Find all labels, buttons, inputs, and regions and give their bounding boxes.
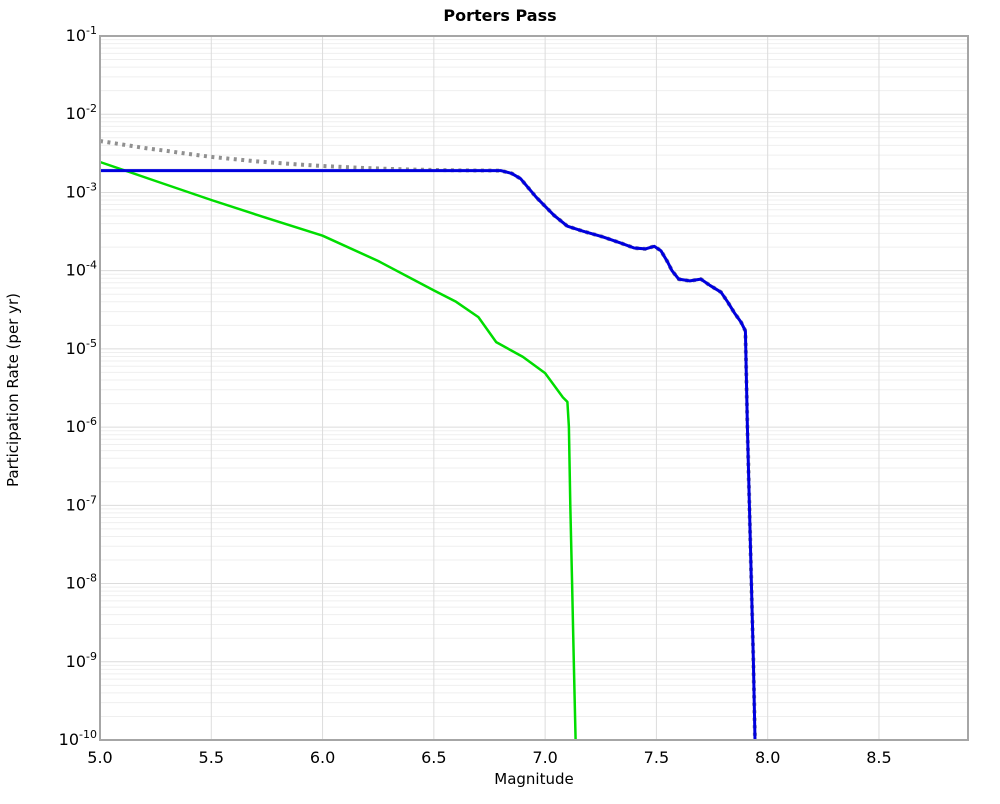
chart-title: Porters Pass [443, 6, 556, 25]
y-tick-label: 10-8 [66, 572, 97, 593]
y-tick-label: 10-9 [66, 650, 97, 671]
series-green-solid [99, 160, 577, 741]
x-tick-label: 8.0 [755, 748, 780, 767]
grid-minor-lines [100, 39, 968, 717]
y-tick-label: 10-6 [66, 415, 97, 436]
x-tick-label: 6.0 [310, 748, 335, 767]
plot-area [100, 36, 968, 740]
y-tick-label: 10-7 [66, 493, 97, 514]
series-blue-solid [100, 169, 757, 741]
x-axis-tick-labels: 5.0 5.5 6.0 6.5 7.0 7.5 8.0 8.5 [87, 748, 891, 767]
x-tick-label: 5.5 [199, 748, 224, 767]
y-tick-label: 10-10 [59, 728, 97, 749]
x-tick-label: 5.0 [87, 748, 112, 767]
x-tick-label: 7.0 [532, 748, 557, 767]
x-tick-label: 6.5 [421, 748, 446, 767]
x-tick-label: 8.5 [866, 748, 891, 767]
y-tick-label: 10-4 [66, 259, 97, 280]
y-tick-label: 10-5 [66, 337, 97, 358]
data-series-group [99, 139, 757, 741]
plot-border [99, 35, 969, 741]
x-axis-label: Magnitude [494, 770, 573, 788]
y-axis-tick-labels: 10-1 10-2 10-3 10-4 10-5 10-6 10-7 10-8 10-9 10-1… [59, 24, 97, 749]
y-tick-label: 10-3 [66, 180, 97, 201]
y-tick-label: 10-2 [66, 102, 97, 123]
y-axis-label: Participation Rate (per yr) [4, 293, 22, 487]
y-tick-label: 10-1 [66, 24, 97, 45]
x-tick-label: 7.5 [644, 748, 669, 767]
